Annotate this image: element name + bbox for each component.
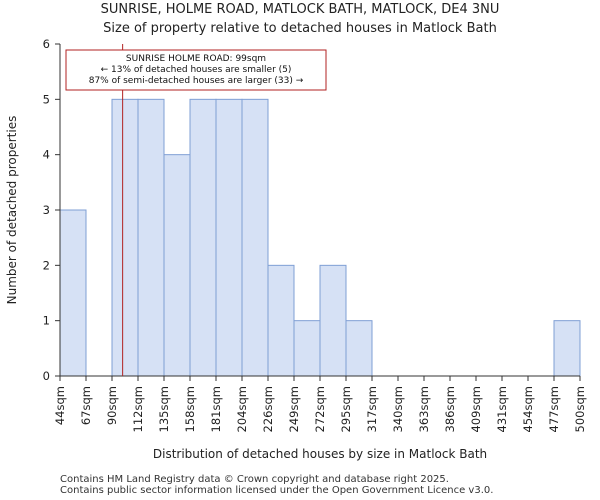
x-tick-label: 204sqm [235, 386, 249, 432]
x-tick-label: 340sqm [391, 386, 405, 432]
y-tick-label: 0 [43, 369, 50, 383]
bars-group [59, 98, 581, 377]
bar-90sqm [111, 98, 139, 377]
x-tick-label: 363sqm [417, 386, 431, 432]
x-tick-label: 500sqm [573, 386, 587, 432]
chart-title: SUNRISE, HOLME ROAD, MATLOCK BATH, MATLO… [100, 2, 500, 17]
footer-line-2: Contains public sector information licen… [60, 485, 494, 496]
y-ticks: 0 1 2 3 4 5 6 [43, 37, 60, 383]
x-tick-label: 454sqm [521, 386, 535, 432]
x-tick-label: 90sqm [105, 386, 119, 425]
x-tick-label: 181sqm [209, 386, 223, 432]
x-tick-label: 135sqm [157, 386, 171, 432]
y-axis-label: Number of detached properties [5, 116, 19, 305]
y-tick-label: 4 [43, 148, 50, 162]
annotation-box [65, 49, 327, 91]
x-tick-label: 272sqm [313, 386, 327, 432]
bar-158sqm [189, 98, 217, 377]
x-tick-label: 431sqm [495, 386, 509, 432]
x-tick-label: 249sqm [287, 386, 301, 432]
chart-subtitle: Size of property relative to detached ho… [103, 21, 497, 36]
footer: Contains HM Land Registry data © Crown c… [60, 474, 493, 496]
x-tick-label: 409sqm [469, 386, 483, 432]
annotation-line-3: 87% of semi-detached houses are larger (… [89, 76, 304, 86]
x-tick-label: 295sqm [339, 386, 353, 432]
x-tick-label: 67sqm [79, 386, 93, 425]
bar-204sqm [241, 98, 269, 377]
y-tick-label: 5 [43, 92, 50, 106]
bar-226sqm [267, 264, 295, 377]
bar-44sqm [59, 209, 87, 377]
x-tick-label: 386sqm [443, 386, 457, 432]
bar-272sqm [319, 264, 347, 377]
y-tick-label: 1 [43, 314, 50, 328]
y-tick-label: 2 [43, 258, 50, 272]
x-tick-label: 44sqm [53, 386, 67, 425]
bar-112sqm [137, 98, 165, 377]
annotation-line-1: SUNRISE HOLME ROAD: 99sqm [126, 54, 266, 64]
footer-line-1: Contains HM Land Registry data © Crown c… [60, 474, 449, 485]
bar-249sqm [293, 320, 321, 377]
bar-477sqm [553, 320, 581, 377]
bar-181sqm [215, 98, 243, 377]
annotation-line-2: ← 13% of detached houses are smaller (5) [101, 65, 292, 75]
bar-135sqm [163, 154, 191, 377]
x-ticks: 44sqm 67sqm 90sqm 112sqm 135sqm 158sqm 181sqm 2… [53, 376, 587, 432]
x-tick-label: 112sqm [131, 386, 145, 432]
bar-295sqm [345, 320, 373, 377]
x-tick-label: 477sqm [547, 386, 561, 432]
y-tick-label: 3 [43, 203, 50, 217]
y-tick-label: 6 [43, 37, 50, 51]
x-tick-label: 226sqm [261, 386, 275, 432]
x-tick-label: 158sqm [183, 386, 197, 432]
x-tick-label: 317sqm [365, 386, 379, 432]
x-axis-label: Distribution of detached houses by size … [153, 447, 487, 461]
